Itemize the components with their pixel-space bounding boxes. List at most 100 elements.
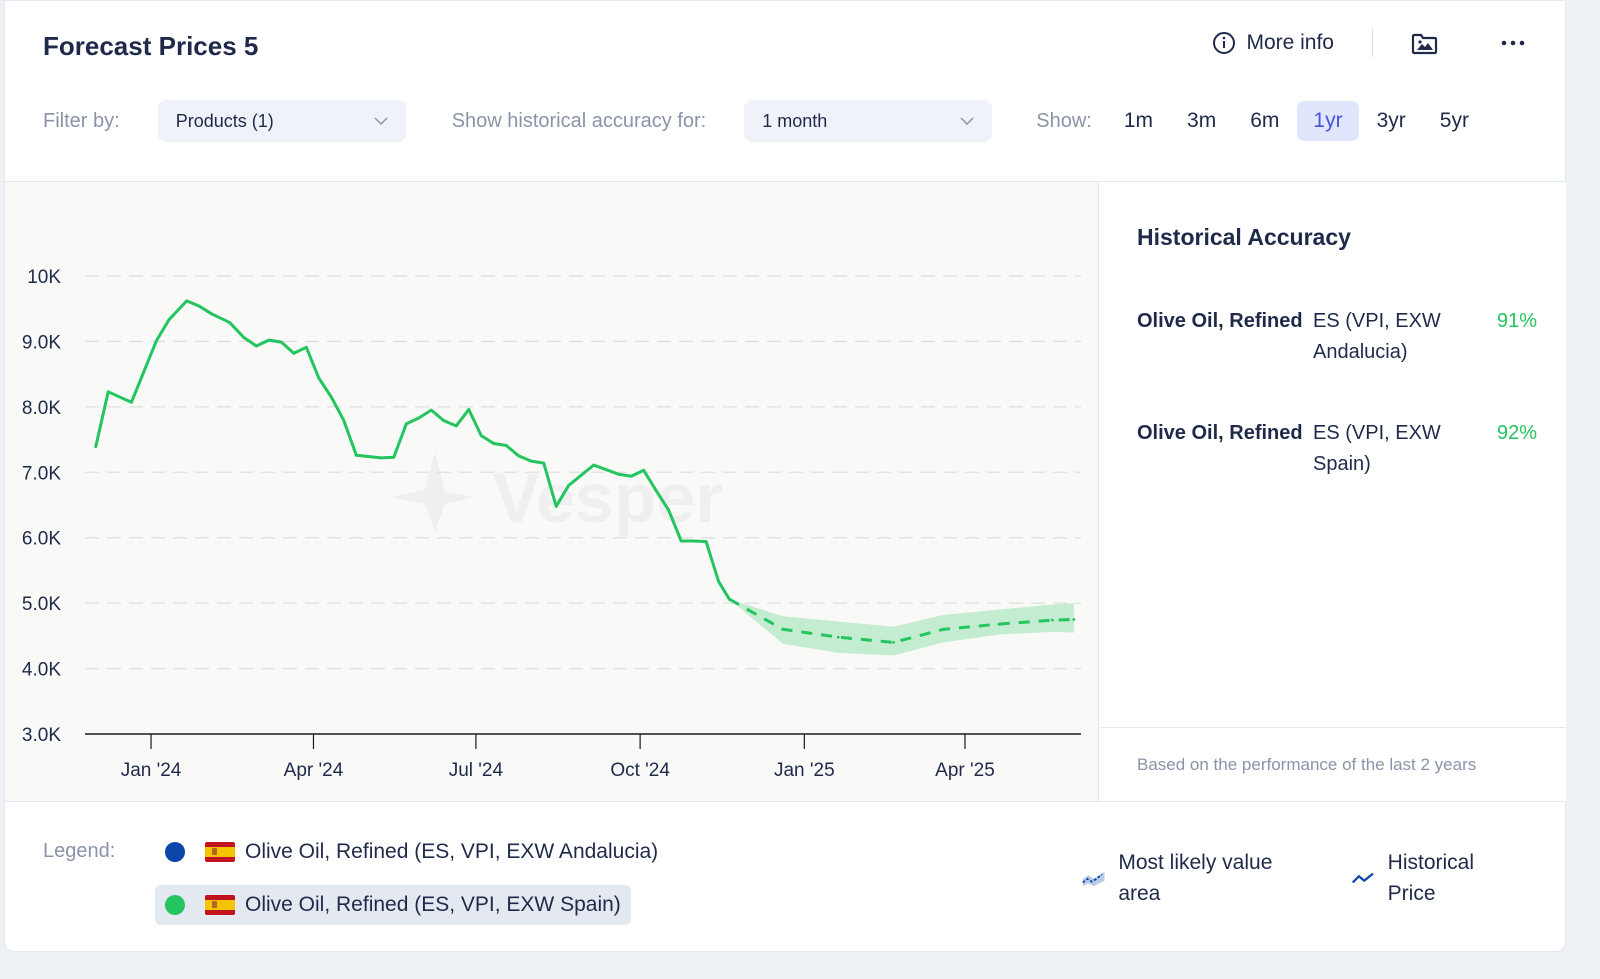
forecast-card: Forecast Prices 5 More info Filter by: P…: [4, 0, 1566, 952]
historical-data-point: [567, 483, 571, 487]
historical-data-point: [342, 419, 346, 422]
historical-data-point: [654, 489, 658, 493]
x-tick-label: Oct '24: [610, 760, 670, 781]
historical-data-point: [542, 461, 546, 465]
historical-data-point: [254, 344, 258, 348]
forecast-data-point: [997, 622, 1001, 626]
show-label: Show:: [1036, 109, 1092, 132]
y-tick-label: 10K: [27, 267, 61, 288]
legend-item-label: Olive Oil, Refined (ES, VPI, EXW Spain): [245, 893, 621, 916]
historical-data-point: [185, 299, 189, 303]
forecast-data-point: [1051, 618, 1054, 622]
forecast-data-point: [836, 635, 840, 639]
historical-data-point: [379, 456, 383, 460]
series-color-dot: [165, 895, 185, 915]
products-value: Products (1): [175, 110, 274, 131]
accuracy-product: Olive Oil, Refined: [1137, 422, 1303, 444]
image-folder-icon: [1411, 33, 1438, 55]
historical-data-point: [717, 580, 721, 583]
accuracy-value: 91%: [1496, 310, 1537, 332]
series-color-dot: [165, 842, 185, 862]
historical-data-point: [667, 508, 671, 512]
legend-item-andalucia[interactable]: Olive Oil, Refined (ES, VPI, EXW Andaluc…: [155, 832, 668, 872]
spain-flag-icon: [205, 842, 235, 862]
historical-data-point: [642, 468, 646, 472]
y-tick-label: 5.0K: [22, 594, 61, 615]
historical-data-point: [517, 454, 521, 458]
x-tick-label: Jul '24: [449, 760, 504, 781]
key-historical-price: Historical Price: [1351, 847, 1511, 909]
page-title: Forecast Prices 5: [43, 31, 259, 61]
historical-data-point: [154, 339, 158, 343]
legend-label: Legend:: [43, 840, 116, 862]
historical-data-point: [492, 442, 496, 445]
more-info-label: More info: [1246, 31, 1334, 54]
forecast-data-point: [892, 641, 895, 644]
historical-data-point: [130, 400, 133, 404]
historical-data-point: [329, 395, 333, 399]
spain-flag-icon: [205, 895, 235, 915]
historical-data-point: [304, 345, 308, 349]
period-6m[interactable]: 6m: [1250, 109, 1280, 132]
legend: Legend: Olive Oil, Refined (ES, VPI, EXW…: [5, 801, 1565, 952]
trend-line-icon: [1351, 872, 1374, 884]
ellipsis-icon: [1501, 40, 1525, 46]
more-options-button[interactable]: [1501, 39, 1525, 47]
chevron-down-icon: [374, 117, 388, 125]
chart-area: Vesper 3.0K 4.0K 5.0K 6.0K 7.0K 8.0K 9.0K 10K Jan…: [5, 181, 1098, 802]
historical-data-point: [429, 408, 433, 412]
key-forecast-label: Most likely value area: [1118, 851, 1273, 905]
historical-data-point: [629, 474, 633, 478]
key-historical-label: Historical Price: [1387, 851, 1475, 905]
y-tick-label: 7.0K: [22, 463, 61, 484]
historical-data-point: [267, 338, 271, 342]
accuracy-period-dropdown[interactable]: 1 month: [744, 100, 993, 142]
historical-data-point: [279, 340, 283, 344]
period-3yr[interactable]: 3yr: [1376, 109, 1406, 132]
export-image-button[interactable]: [1411, 31, 1439, 55]
accuracy-product: Olive Oil, Refined: [1137, 310, 1303, 332]
historical-accuracy-panel: Historical Accuracy Olive Oil, Refined E…: [1098, 181, 1566, 802]
watermark-logo: [390, 452, 475, 532]
historical-data-point: [692, 539, 696, 543]
y-tick-label: 4.0K: [22, 660, 61, 681]
historical-data-point: [417, 416, 421, 420]
accuracy-footnote-section: Based on the performance of the last 2 y…: [1099, 727, 1566, 802]
historical-data-point: [467, 408, 471, 411]
more-info-button[interactable]: More info: [1212, 31, 1334, 55]
historical-data-point: [404, 422, 408, 426]
historical-data-point: [228, 321, 231, 324]
historical-data-point: [392, 455, 396, 459]
historical-data-point: [529, 459, 533, 463]
y-tick-label: 6.0K: [22, 529, 61, 550]
historical-price-line: [94, 299, 731, 600]
accuracy-location: ES (VPI, EXW Spain): [1313, 422, 1441, 475]
legend-item-label: Olive Oil, Refined (ES, VPI, EXW Andaluc…: [245, 840, 659, 863]
period-5yr[interactable]: 5yr: [1439, 109, 1469, 132]
historical-data-point: [554, 504, 558, 508]
historical-data-point: [504, 444, 508, 447]
period-1yr[interactable]: 1yr: [1297, 101, 1359, 141]
historical-data-point: [292, 351, 296, 355]
y-tick-label: 8.0K: [22, 398, 61, 419]
y-tick-label: 9.0K: [22, 332, 61, 353]
historical-data-point: [94, 445, 98, 449]
forecast-data-point: [942, 627, 945, 631]
accuracy-footnote: Based on the performance of the last 2 y…: [1137, 755, 1477, 774]
legend-item-spain[interactable]: Olive Oil, Refined (ES, VPI, EXW Spain): [155, 885, 631, 925]
y-tick-label: 3.0K: [22, 725, 61, 746]
products-dropdown[interactable]: Products (1): [157, 100, 406, 142]
historical-data-point: [479, 434, 483, 438]
historical-data-point: [167, 318, 171, 322]
period-selector: 1m 3m 6m 1yr 3yr 5yr: [1106, 101, 1485, 141]
historical-data-point: [106, 390, 110, 394]
historical-data-point: [442, 419, 446, 422]
accuracy-value: 92%: [1496, 422, 1537, 444]
forecast-line: [728, 597, 1074, 644]
price-chart: Vesper3.0K4.0K5.0K6.0K7.0K8.0K9.0K10KJan…: [22, 267, 1081, 781]
period-1m[interactable]: 1m: [1123, 109, 1154, 132]
historical-data-point: [210, 312, 214, 316]
period-3m[interactable]: 3m: [1187, 109, 1217, 132]
historical-data-point: [354, 453, 358, 457]
forecast-data-point: [727, 597, 731, 601]
